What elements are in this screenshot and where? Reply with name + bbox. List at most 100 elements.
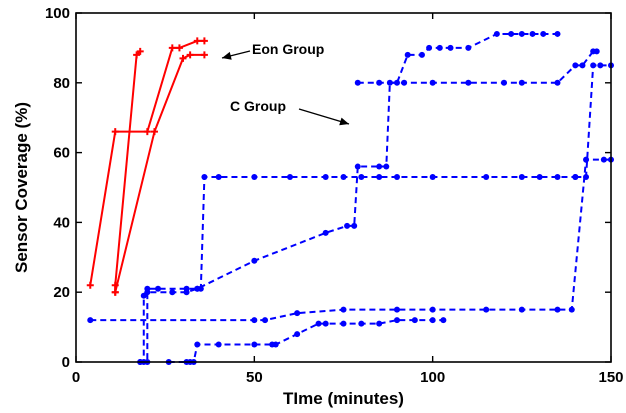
- data-point: [418, 51, 425, 58]
- data-point: [262, 317, 269, 324]
- data-point: [186, 51, 194, 59]
- data-point: [358, 174, 365, 181]
- data-point: [200, 37, 208, 45]
- data-point: [429, 306, 436, 313]
- y-tick-label: 0: [62, 354, 70, 371]
- c-group-series: [137, 174, 579, 365]
- data-point: [597, 62, 604, 69]
- data-point: [351, 222, 358, 229]
- y-axis-label: Sensor Coverage (%): [12, 102, 31, 273]
- c-series-line: [90, 158, 611, 322]
- data-point: [354, 79, 361, 86]
- data-point: [394, 317, 400, 324]
- eon-series-line: [114, 50, 141, 293]
- data-point: [175, 44, 183, 52]
- data-point: [483, 306, 490, 313]
- data-point: [590, 62, 597, 69]
- data-point: [429, 317, 436, 324]
- data-point: [518, 174, 525, 181]
- data-point: [322, 174, 329, 181]
- data-point: [540, 30, 547, 37]
- data-point: [194, 285, 201, 292]
- data-point: [501, 79, 507, 86]
- data-point: [272, 341, 279, 348]
- eon-group-arrowhead: [222, 51, 232, 60]
- data-point: [183, 289, 190, 296]
- x-axis-label: TIme (minutes): [283, 389, 404, 408]
- data-point: [394, 306, 400, 313]
- data-point: [600, 156, 607, 163]
- data-point: [322, 229, 329, 236]
- data-point: [394, 174, 400, 181]
- data-point: [518, 79, 525, 86]
- data-point: [251, 174, 258, 181]
- data-point: [201, 174, 208, 181]
- data-point: [554, 306, 561, 313]
- data-point: [583, 156, 590, 163]
- data-point: [150, 128, 158, 136]
- data-point: [376, 163, 383, 170]
- c-series-line: [140, 50, 597, 363]
- data-point: [518, 30, 525, 37]
- data-point: [572, 174, 579, 181]
- data-point: [593, 48, 600, 55]
- data-point: [529, 30, 536, 37]
- data-point: [143, 128, 151, 136]
- data-point: [340, 306, 347, 313]
- data-point: [376, 174, 383, 181]
- data-point: [429, 174, 436, 181]
- data-point: [376, 79, 383, 86]
- eon-group-series: [86, 37, 208, 289]
- data-point: [251, 341, 258, 348]
- data-point: [133, 51, 141, 59]
- data-point: [440, 317, 447, 324]
- data-point: [376, 320, 383, 327]
- data-point: [554, 79, 561, 86]
- data-point: [200, 51, 208, 59]
- data-point: [193, 37, 201, 45]
- eon-group-annotation: Eon Group: [252, 41, 324, 57]
- data-point: [215, 341, 222, 348]
- data-point: [411, 317, 418, 324]
- y-tick-label: 80: [53, 75, 70, 92]
- x-tick-label: 150: [598, 369, 623, 386]
- data-point: [447, 44, 454, 51]
- data-point: [483, 174, 490, 181]
- data-point: [383, 163, 390, 170]
- y-tick-label: 60: [53, 145, 70, 162]
- data-point: [583, 174, 590, 181]
- data-point: [465, 79, 472, 86]
- data-point: [554, 30, 561, 37]
- data-point: [358, 320, 365, 327]
- data-point: [340, 174, 347, 181]
- y-tick-label: 20: [53, 284, 70, 301]
- data-point: [518, 306, 525, 313]
- data-point: [144, 289, 151, 296]
- x-tick-label: 50: [246, 369, 263, 386]
- data-point: [287, 174, 293, 181]
- c-series-line: [357, 32, 558, 84]
- data-point: [111, 128, 119, 136]
- c-series-line: [168, 319, 444, 363]
- data-point: [155, 285, 162, 292]
- c-group-series: [87, 156, 614, 324]
- eon-group-series: [111, 51, 208, 296]
- c-group-series: [572, 62, 614, 181]
- data-point: [493, 30, 500, 37]
- data-point: [536, 174, 543, 181]
- data-point: [354, 163, 361, 170]
- y-tick-label: 40: [53, 214, 70, 231]
- data-point: [508, 30, 515, 37]
- data-point: [251, 317, 258, 324]
- data-point: [436, 44, 443, 51]
- data-point: [251, 257, 258, 264]
- data-point: [86, 281, 94, 289]
- data-point: [572, 62, 579, 69]
- data-point: [394, 79, 400, 86]
- data-point: [465, 44, 472, 51]
- c-group-arrowhead: [339, 117, 349, 126]
- data-point: [87, 317, 94, 324]
- series-layer: [86, 30, 614, 365]
- axis-ticks: 0 50 100 150 0 20 40 60 80 100: [45, 5, 624, 386]
